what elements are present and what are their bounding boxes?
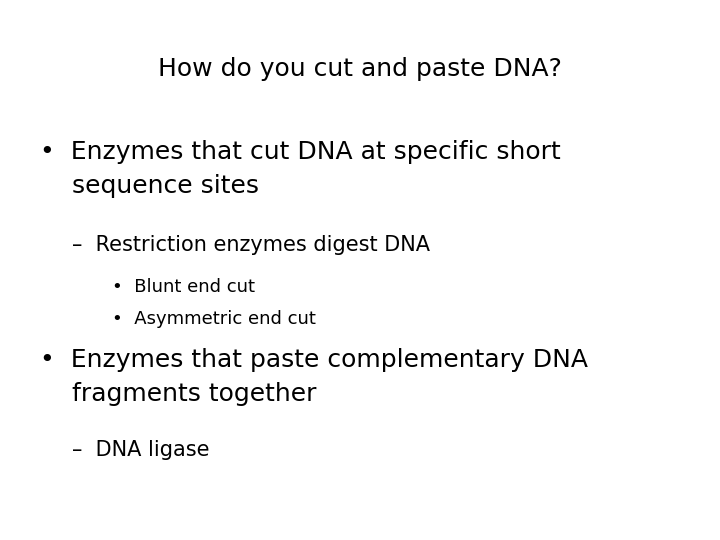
- Text: How do you cut and paste DNA?: How do you cut and paste DNA?: [158, 57, 562, 80]
- Text: •  Asymmetric end cut: • Asymmetric end cut: [112, 310, 315, 328]
- Text: –  DNA ligase: – DNA ligase: [72, 440, 210, 460]
- Text: •  Enzymes that cut DNA at specific short
    sequence sites: • Enzymes that cut DNA at specific short…: [40, 140, 560, 198]
- Text: –  Restriction enzymes digest DNA: – Restriction enzymes digest DNA: [72, 235, 430, 255]
- Text: •  Blunt end cut: • Blunt end cut: [112, 278, 255, 296]
- Text: •  Enzymes that paste complementary DNA
    fragments together: • Enzymes that paste complementary DNA f…: [40, 348, 588, 406]
